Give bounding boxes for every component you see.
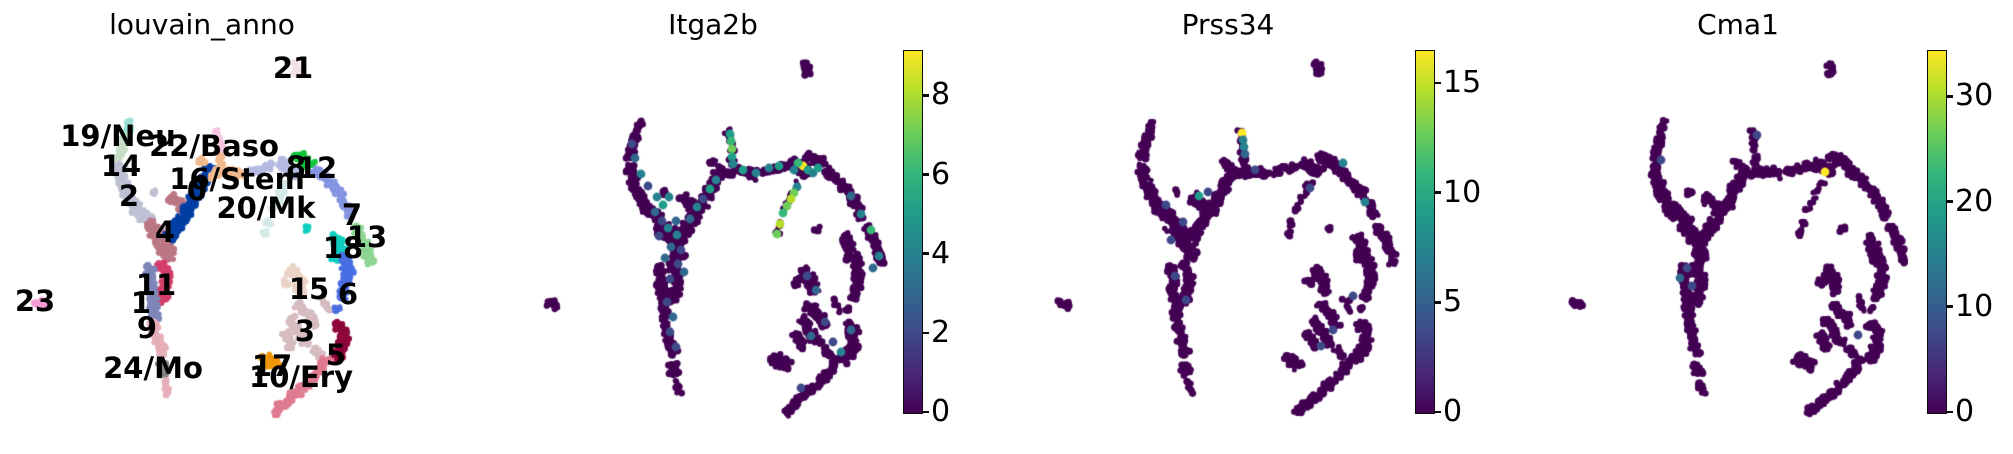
colorbar-tick-label: 0 xyxy=(931,394,951,429)
cluster-label-0: 0 xyxy=(186,172,208,207)
colorbar-tick-mark xyxy=(1434,410,1441,414)
cluster-label-21: 21 xyxy=(272,50,314,85)
colorbar-tick-mark xyxy=(922,94,929,97)
colorbar-tick-label: 8 xyxy=(931,77,951,113)
colorbar-tick-label: 15 xyxy=(1443,64,1482,100)
colorbar-tick-mark xyxy=(922,252,929,256)
colorbar-tick-mark xyxy=(1946,410,1953,414)
colorbar-tick-mark xyxy=(922,173,929,176)
colorbar-tick-label: 2 xyxy=(931,314,951,350)
viridis-colorbar-Itga2b xyxy=(903,50,923,414)
panel-title-louvain-anno: louvain_anno xyxy=(109,8,295,41)
colorbar-tick-label: 0 xyxy=(1443,394,1463,429)
colorbar-tick-label: 10 xyxy=(1443,174,1482,210)
cluster-label-10: 10/Ery xyxy=(249,359,353,394)
colorbar-tick-mark xyxy=(1946,200,1953,203)
colorbar-tick-mark xyxy=(1946,95,1953,98)
cluster-label-14: 14 xyxy=(100,148,142,183)
cluster-label-9: 9 xyxy=(136,310,158,345)
cluster-label-15: 15 xyxy=(288,271,330,306)
cluster-label-11: 11 xyxy=(135,267,177,302)
cluster-label-22: 22/Baso xyxy=(149,128,279,163)
colorbar-tick-mark xyxy=(1434,301,1441,304)
cluster-label-12: 12 xyxy=(296,150,338,185)
colorbar-tick-label: 10 xyxy=(1955,288,1994,324)
colorbar-tick-mark xyxy=(922,410,929,414)
panel-title-cma1: Cma1 xyxy=(1697,8,1779,41)
cluster-label-18: 18 xyxy=(322,230,364,265)
cluster-label-4: 4 xyxy=(154,214,176,249)
cluster-label-2: 2 xyxy=(118,178,140,213)
panel-title-itga2b: Itga2b xyxy=(668,8,758,41)
cluster-label-16: 16/Stem xyxy=(169,161,305,196)
panel-title-prss34: Prss34 xyxy=(1181,8,1275,41)
colorbar-tick-label: 30 xyxy=(1955,78,1994,114)
colorbar-tick-label: 5 xyxy=(1443,284,1463,320)
cluster-label-5: 5 xyxy=(325,337,347,372)
colorbar-tick-label: 4 xyxy=(931,235,951,271)
cluster-label-6: 6 xyxy=(337,276,359,311)
cluster-label-1: 1 xyxy=(130,285,152,320)
colorbar-tick-mark xyxy=(1434,191,1441,194)
cluster-label-20: 20/Mk xyxy=(216,190,316,225)
colorbar-tick-label: 6 xyxy=(931,156,951,192)
colorbar-tick-label: 0 xyxy=(1955,394,1975,429)
colorbar-tick-mark xyxy=(922,331,929,335)
cluster-label-24: 24/Mo xyxy=(103,350,203,385)
cluster-label-23: 23 xyxy=(14,283,56,318)
viridis-colorbar-Prss34 xyxy=(1415,50,1435,414)
cluster-label-19: 19/Neu xyxy=(60,118,176,153)
colorbar-tick-mark xyxy=(1946,305,1953,309)
cluster-label-7: 7 xyxy=(341,197,363,232)
viridis-colorbar-Cma1 xyxy=(1927,50,1947,414)
cluster-label-17: 17 xyxy=(251,348,293,383)
colorbar-tick-mark xyxy=(1434,81,1441,85)
colorbar-tick-label: 20 xyxy=(1955,183,1994,219)
cluster-label-3: 3 xyxy=(294,313,316,348)
cluster-label-8: 8 xyxy=(285,149,307,184)
cluster-label-13: 13 xyxy=(346,219,388,254)
